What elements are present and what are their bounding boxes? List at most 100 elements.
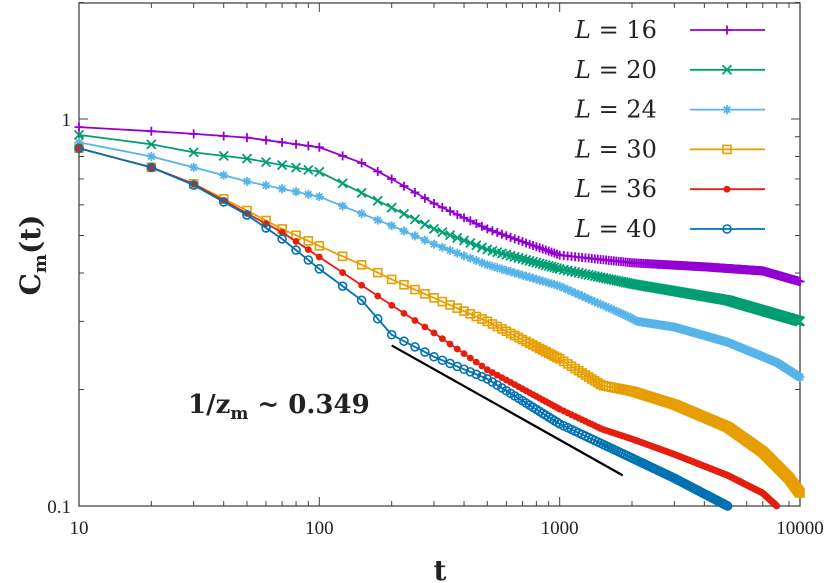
data-point-circle — [471, 369, 482, 380]
data-point-star — [521, 271, 531, 281]
data-point-square — [471, 311, 482, 322]
star-marker — [303, 189, 313, 199]
square-marker — [471, 311, 482, 322]
legend-item: L = 20 — [574, 56, 765, 84]
data-point-cross — [260, 156, 272, 168]
plus-marker — [74, 122, 84, 132]
data-point-star — [482, 260, 492, 270]
series-line — [78, 147, 801, 494]
dot-marker — [400, 309, 408, 317]
data-point-cross — [188, 147, 199, 158]
plus-marker — [482, 224, 492, 234]
data-point-dot — [358, 281, 366, 289]
data-point-plus — [501, 231, 511, 241]
data-point-plus — [410, 187, 420, 197]
data-point-dot — [339, 269, 347, 276]
cross-marker — [372, 195, 383, 206]
data-point-cross — [314, 166, 325, 178]
data-point-star — [525, 272, 535, 282]
dot-marker — [773, 502, 781, 510]
data-point-star — [477, 258, 487, 268]
dot-marker — [421, 323, 429, 331]
data-point-plus — [487, 226, 497, 236]
data-point-cross — [562, 265, 573, 276]
data-point-plus — [373, 167, 383, 177]
data-point-plus — [146, 126, 156, 136]
data-point-circle — [218, 197, 229, 207]
cross-marker — [476, 242, 488, 253]
data-point-star — [531, 274, 541, 284]
data-point-plus — [303, 141, 313, 151]
data-point-circle — [277, 234, 287, 244]
data-point-star — [429, 239, 439, 249]
plus-marker — [795, 277, 805, 287]
data-point-circle — [420, 347, 430, 357]
circle-marker — [420, 347, 430, 357]
data-point-star — [357, 209, 367, 219]
plus-marker — [477, 221, 487, 231]
star-marker — [501, 265, 511, 275]
data-point-circle — [242, 210, 252, 220]
data-point-plus — [437, 202, 447, 212]
star-marker — [445, 245, 455, 255]
data-point-star — [242, 176, 252, 186]
data-point-cross — [372, 195, 383, 206]
data-point-square — [722, 144, 732, 155]
data-point-dot — [438, 335, 446, 343]
square-marker — [356, 260, 367, 270]
data-point-star — [487, 261, 497, 271]
data-point-star — [373, 215, 383, 225]
data-point-plus — [510, 234, 520, 244]
circle-marker — [303, 255, 314, 265]
square-marker — [482, 316, 493, 327]
data-point-dot — [466, 354, 474, 362]
star-marker — [566, 286, 576, 296]
data-point-cross — [73, 129, 85, 140]
data-point-cross — [428, 223, 440, 235]
series-line — [78, 141, 801, 379]
plus-marker — [506, 232, 516, 242]
data-point-dot — [453, 345, 461, 353]
dot-marker — [411, 317, 419, 324]
data-point-star — [574, 290, 584, 300]
circle-marker — [291, 245, 301, 255]
circle-marker — [277, 234, 287, 244]
data-point-circle — [356, 295, 367, 306]
data-point-plus — [506, 232, 516, 242]
x-tick-label: 10 — [70, 518, 89, 539]
fit-line-group — [391, 344, 624, 477]
dot-marker — [388, 301, 396, 309]
data-point-dot — [304, 246, 312, 254]
star-marker — [373, 215, 383, 225]
plus-marker — [722, 25, 732, 35]
data-point-star — [303, 189, 313, 199]
cross-marker — [537, 259, 548, 270]
data-point-star — [577, 291, 587, 301]
data-point-cross — [517, 253, 528, 265]
cross-marker — [303, 164, 314, 176]
data-point-star — [555, 281, 565, 291]
circle-marker — [437, 355, 448, 366]
star-marker — [601, 302, 611, 312]
data-point-cross — [537, 259, 548, 270]
circle-marker — [399, 336, 409, 346]
data-point-star — [570, 288, 580, 298]
plus-marker — [492, 228, 502, 238]
data-point-star — [514, 269, 524, 279]
square-marker — [303, 236, 314, 246]
data-point-dot — [478, 362, 486, 370]
star-marker — [452, 248, 462, 258]
plot-frame — [78, 2, 801, 507]
square-marker — [534, 343, 545, 354]
data-point-plus — [795, 277, 805, 287]
data-point-dot — [315, 253, 323, 261]
data-point-star — [338, 201, 348, 211]
plot-area — [73, 122, 806, 511]
data-point-circle — [303, 255, 314, 265]
data-point-star — [277, 184, 287, 194]
data-point-star — [506, 267, 516, 277]
data-point-cross — [476, 242, 488, 253]
star-marker — [219, 170, 229, 180]
star-marker — [261, 180, 271, 190]
data-point-square — [795, 488, 805, 498]
